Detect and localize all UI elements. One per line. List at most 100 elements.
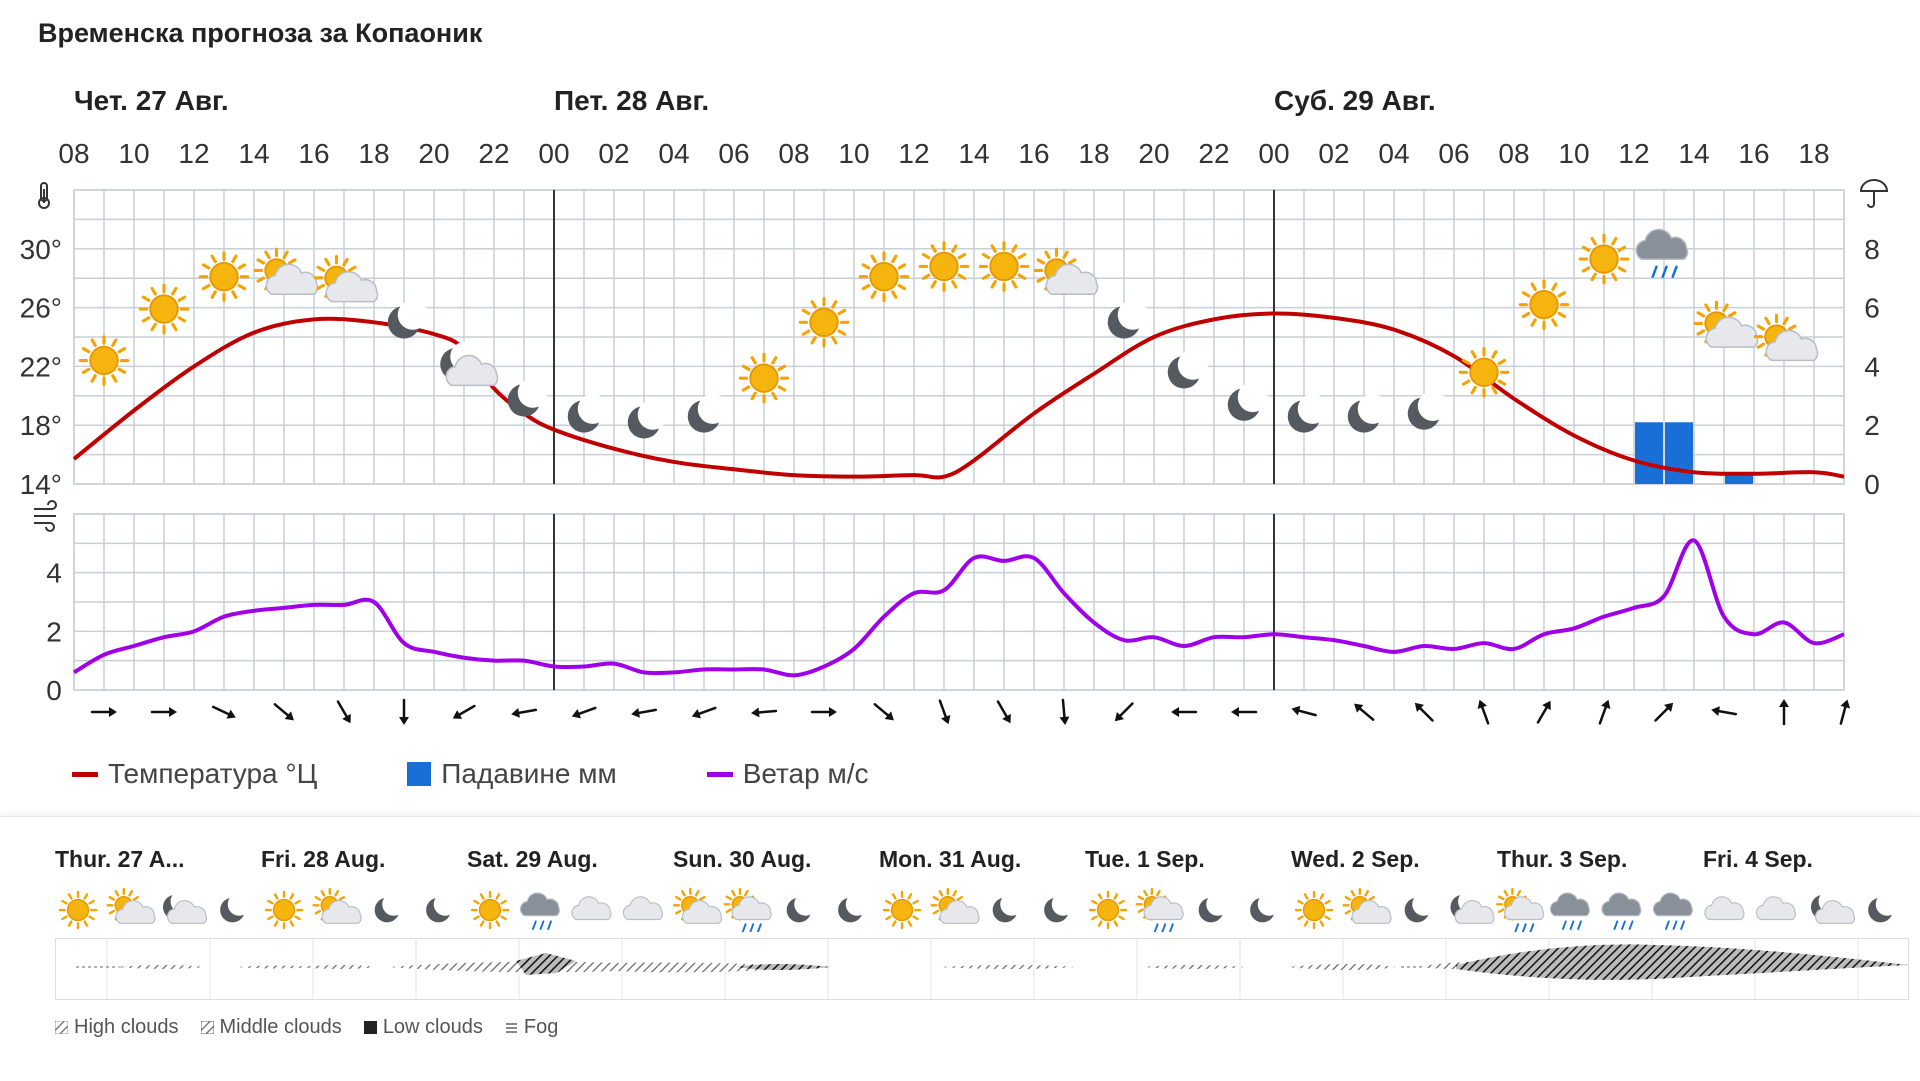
sun-ray	[777, 364, 787, 371]
sun-icon	[858, 251, 910, 303]
sun-ray	[698, 895, 706, 901]
sun-ray	[1097, 893, 1103, 900]
moon-cutout	[1206, 892, 1230, 916]
sun-ray	[114, 890, 120, 897]
moon-cutout	[517, 377, 548, 408]
overview-day-label[interactable]: Wed. 2 Sep.	[1291, 846, 1420, 872]
sun-ray	[1551, 318, 1558, 327]
sun-ray	[267, 899, 274, 905]
rain-drop	[531, 920, 537, 930]
sun-icon	[198, 251, 250, 303]
low-clouds-label: Low clouds	[382, 1016, 483, 1038]
overview-day-label[interactable]: Sat. 29 Aug.	[467, 846, 598, 872]
wind-direction-arrows	[90, 698, 1851, 726]
sun-ray	[885, 915, 892, 921]
sun-ray	[750, 356, 757, 365]
day-labels: Чет. 27 Авг. Пет. 28 Авг. Суб. 29 Авг.	[74, 85, 1436, 116]
sun-icon	[798, 296, 850, 348]
sun-ray	[1470, 350, 1477, 359]
sun-ray	[210, 254, 217, 264]
sun-cloud-icon	[253, 247, 319, 295]
temperature-y-axis: 14° 18° 22° 26° 30°	[20, 234, 62, 500]
x-tick-label: 08	[58, 138, 89, 169]
sun-ray	[141, 316, 151, 323]
high-clouds-swatch	[55, 1021, 68, 1034]
cloud-shape	[1755, 896, 1796, 921]
rain-drop	[1651, 265, 1658, 278]
sun-icon	[882, 890, 922, 930]
sun-cloud-icon	[313, 255, 379, 303]
sun-disc	[1302, 898, 1326, 922]
precipitation-bar	[1635, 422, 1663, 484]
sun-ray	[1155, 889, 1161, 897]
legend-item-wind[interactable]: Ветар м/с	[706, 758, 869, 790]
sun-ray	[741, 385, 751, 392]
sun-cloud-icon	[1033, 247, 1099, 295]
overview-day-label[interactable]: Thur. 27 A...	[55, 846, 185, 872]
sun-ray	[981, 273, 991, 280]
sun-ray	[1097, 920, 1103, 927]
sun-ray	[912, 915, 919, 921]
day-label: Чет. 27 Авг.	[74, 85, 229, 116]
legend-item-temperature[interactable]: Температура °Ц	[72, 758, 317, 790]
cloud-shape	[1504, 896, 1545, 921]
sun-cloud-icon	[312, 888, 362, 924]
sun-ray	[907, 893, 913, 900]
sun-icon	[1294, 890, 1334, 930]
fog-label: Fog	[523, 1016, 559, 1038]
sun-ray	[342, 257, 349, 267]
sun-ray	[861, 263, 871, 270]
wind-arrow	[273, 703, 294, 721]
sun-ray	[1516, 889, 1522, 897]
sun-ray	[495, 920, 501, 927]
moon-icon	[1407, 390, 1448, 430]
wind-arrow	[1171, 707, 1198, 717]
x-tick-label: 00	[538, 138, 569, 169]
sun-ray	[1557, 291, 1567, 298]
precipitation-bar	[1665, 422, 1693, 484]
moon-cutout	[637, 399, 668, 430]
overview-day-label[interactable]: Fri. 28 Aug.	[261, 846, 386, 872]
wind-arrow-head	[284, 711, 294, 721]
day-label: Суб. 29 Авг.	[1274, 85, 1436, 116]
wind-arrow	[336, 700, 351, 724]
sun-ray	[990, 280, 997, 289]
sun-ray	[495, 893, 501, 900]
sun-ray	[801, 329, 811, 336]
sun-icon	[1088, 890, 1128, 930]
sun-ray	[837, 308, 847, 316]
sun-ray	[294, 899, 301, 905]
legend-item-precipitation[interactable]: Падавине мм	[407, 758, 617, 790]
rain-drop	[1569, 920, 1575, 930]
sun-icon	[138, 283, 190, 335]
sun-ray	[150, 322, 157, 332]
sun-ray	[777, 385, 787, 392]
legend-precipitation-label: Падавине мм	[441, 758, 617, 789]
sun-ray	[1324, 915, 1331, 921]
overview-day-label[interactable]: Tue. 1 Sep.	[1085, 846, 1205, 872]
sun-ray	[771, 391, 778, 401]
rain-drop	[1613, 920, 1619, 930]
sun-ray	[117, 367, 127, 374]
overview-day-label[interactable]: Sun. 30 Aug.	[673, 846, 812, 872]
moon-icon	[507, 377, 548, 417]
wind-arrow-head	[1542, 700, 1551, 711]
rain-drop	[539, 920, 545, 930]
moon-cloud-icon	[162, 890, 208, 924]
x-tick-label: 14	[958, 138, 989, 169]
sun-ray	[1303, 920, 1309, 927]
rain-drop	[1664, 920, 1670, 930]
sun-disc	[809, 307, 839, 337]
sun-ray	[83, 893, 89, 900]
overview-day-label[interactable]: Fri. 4 Sep.	[1703, 846, 1813, 872]
sun-ray	[324, 257, 331, 267]
sun-ray	[952, 890, 958, 897]
cloud-shape	[571, 896, 612, 921]
overview-day-label[interactable]: Mon. 31 Aug.	[879, 846, 1022, 872]
sun-ray	[1756, 324, 1766, 331]
overview-day-label[interactable]: Thur. 3 Sep.	[1497, 846, 1628, 872]
low-clouds-swatch	[363, 1021, 377, 1034]
wind-arrow	[938, 699, 951, 725]
sun-icon	[918, 241, 970, 292]
sun-ray	[956, 895, 963, 901]
